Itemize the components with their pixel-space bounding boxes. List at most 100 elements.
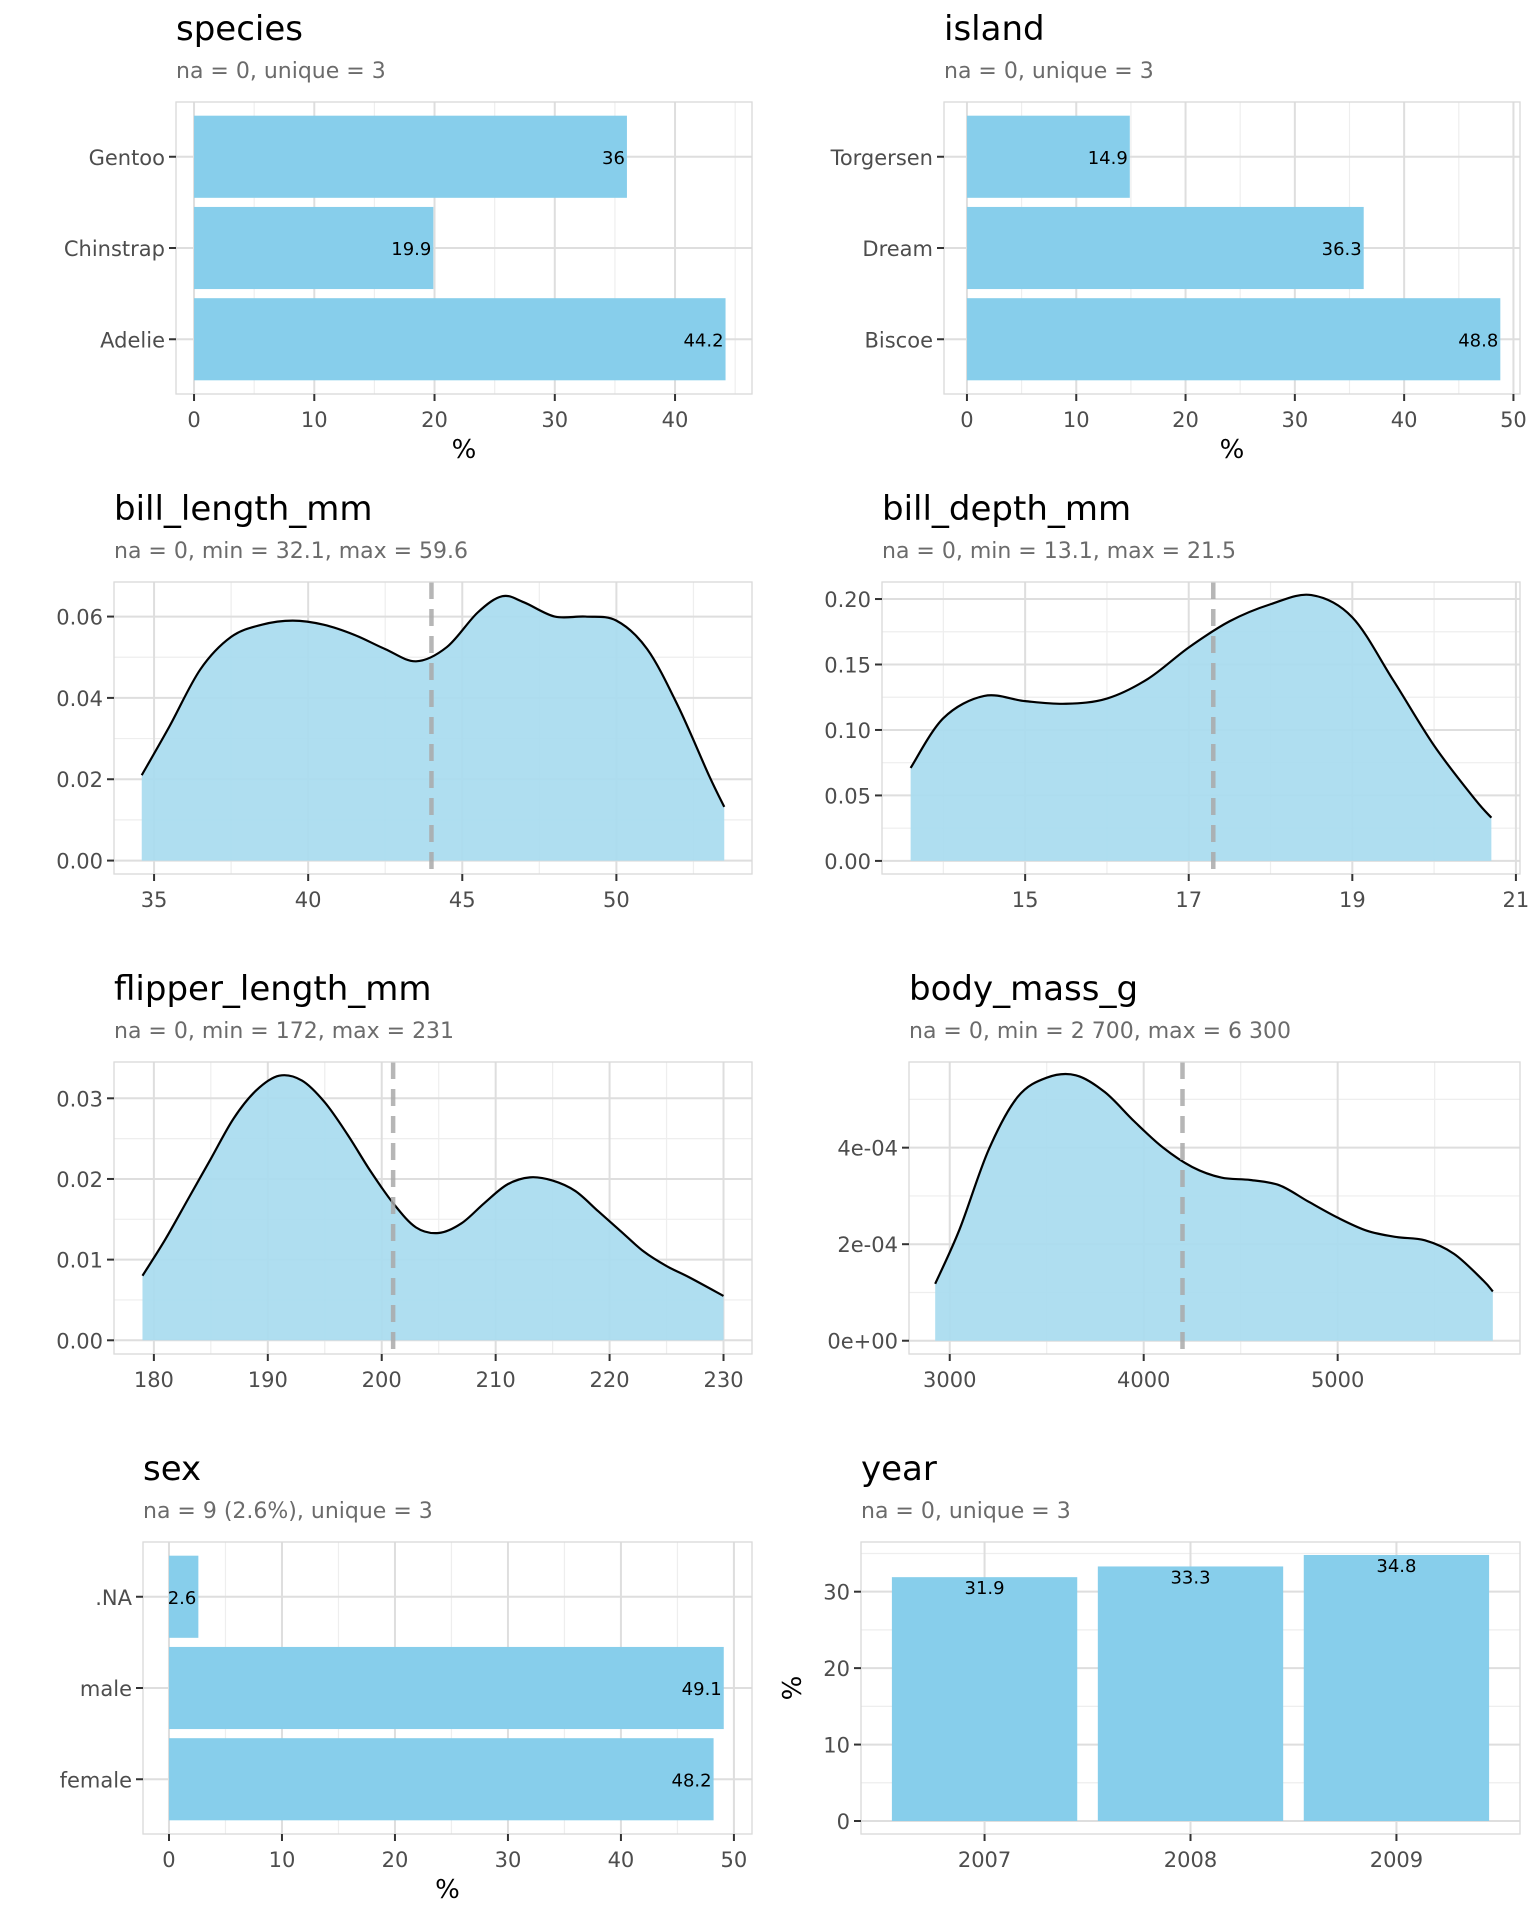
species-y-tick-label: Adelie <box>100 328 165 352</box>
species-x-axis-title: % <box>452 435 477 465</box>
sex-x-tick-label: 10 <box>269 1848 296 1872</box>
body-mass-panel-border <box>908 1061 1521 1355</box>
bill-depth-panel-border <box>881 581 1521 875</box>
year-y-axis-title: % <box>778 1676 808 1701</box>
bill-length-y-tick-label: 0.02 <box>56 768 103 792</box>
flipper-length-y-tick-label: 0.00 <box>56 1329 103 1353</box>
species-title: species <box>176 9 303 49</box>
sex-data-label: 49.1 <box>682 1679 722 1700</box>
species-x-tick-label: 30 <box>541 408 568 432</box>
species-x-tick-label: 10 <box>301 408 328 432</box>
bill-length-x-tick-label: 35 <box>141 888 168 912</box>
sex-y-tick-label: male <box>80 1677 132 1701</box>
bill-length-title: bill_length_mm <box>114 489 373 529</box>
flipper-length-y-tick-label: 0.03 <box>56 1087 103 1111</box>
flipper-length-x-tick-label: 200 <box>362 1368 402 1392</box>
year-bar-2009 <box>1303 1554 1490 1822</box>
flipper-length-panel: flipper_length_mm na = 0, min = 172, max… <box>0 960 768 1440</box>
bill-depth-density-area <box>910 594 1492 861</box>
island-panel: island na = 0, unique = 3 48.8 36.3 14.9 Bi… <box>768 0 1536 480</box>
species-bar-gentoo <box>194 115 627 198</box>
bill-length-panel: bill_length_mm na = 0, min = 32.1, max =… <box>0 480 768 960</box>
sex-x-tick-label: 50 <box>721 1848 748 1872</box>
sex-y-tick-label: female <box>60 1768 132 1792</box>
species-bar-adelie <box>194 298 726 381</box>
body-mass-y-tick-label: 4e-04 <box>837 1137 898 1161</box>
species-data-label: 44.2 <box>683 330 723 351</box>
island-data-label: 14.9 <box>1088 148 1128 169</box>
year-x-tick-label: 2009 <box>1370 1848 1423 1872</box>
flipper-length-density-chart: 0.00 0.01 0.02 0.03 180 190 200 210 220 230 <box>56 1061 753 1392</box>
bill-depth-subtitle: na = 0, min = 13.1, max = 21.5 <box>882 539 1237 564</box>
sex-x-tick-label: 0 <box>162 1848 175 1872</box>
flipper-length-x-tick-label: 220 <box>590 1368 630 1392</box>
flipper-length-y-tick-label: 0.02 <box>56 1168 103 1192</box>
species-bar-chinstrap <box>194 206 434 290</box>
bill-depth-y-tick-label: 0.20 <box>824 588 871 612</box>
species-y-tick-label: Gentoo <box>89 146 165 170</box>
sex-x-axis-title: % <box>435 1875 460 1905</box>
island-y-tick-label: Dream <box>862 237 933 261</box>
bill-length-density-chart: 0.00 0.02 0.04 0.06 35 40 45 50 <box>56 581 753 912</box>
body-mass-x-tick-label: 4000 <box>1117 1368 1170 1392</box>
bill-length-y-tick-label: 0.06 <box>56 606 103 630</box>
body-mass-density-line <box>934 1072 1494 1293</box>
body-mass-x-tick-label: 3000 <box>923 1368 976 1392</box>
bill-depth-y-tick-label: 0.00 <box>824 850 871 874</box>
species-x-tick-label: 40 <box>662 408 689 432</box>
island-data-label: 48.8 <box>1458 330 1498 351</box>
island-y-tick-label: Torgersen <box>830 146 933 170</box>
sex-panel: sex na = 9 (2.6%), unique = 3 48.2 49.1 2.… <box>0 1440 768 1920</box>
island-data-label: 36.3 <box>1322 239 1362 260</box>
bill-depth-y-tick-label: 0.10 <box>824 719 871 743</box>
island-x-tick-label: 40 <box>1391 408 1418 432</box>
sex-bar-chart: 48.2 49.1 2.6 female male .NA 0 10 20 30 40 50% <box>60 1541 753 1905</box>
bill-depth-x-tick-label: 17 <box>1175 888 1202 912</box>
flipper-length-x-tick-label: 190 <box>248 1368 288 1392</box>
sex-data-label: 48.2 <box>672 1770 712 1791</box>
island-x-tick-label: 50 <box>1500 408 1527 432</box>
year-data-label: 34.8 <box>1376 1556 1416 1577</box>
bill-depth-y-tick-label: 0.05 <box>824 784 871 808</box>
year-bar-2007 <box>891 1577 1078 1822</box>
year-data-label: 33.3 <box>1170 1567 1210 1588</box>
species-data-label: 36 <box>602 148 625 169</box>
sex-title: sex <box>143 1449 202 1489</box>
island-x-tick-label: 10 <box>1063 408 1090 432</box>
bill-depth-density-line <box>909 593 1493 819</box>
bill-length-x-tick-label: 40 <box>295 888 322 912</box>
island-bar-biscoe <box>966 298 1501 381</box>
year-title: year <box>861 1449 937 1489</box>
island-bar-torgersen <box>966 115 1130 198</box>
sex-bar-female <box>168 1738 714 1821</box>
sex-data-label: 2.6 <box>168 1588 197 1609</box>
year-y-tick-label: 10 <box>823 1734 850 1758</box>
flipper-length-panel-border <box>113 1061 753 1355</box>
bill-length-density-line <box>140 594 726 808</box>
flipper-length-x-tick-label: 230 <box>703 1368 743 1392</box>
bill-depth-x-tick-label: 19 <box>1339 888 1366 912</box>
body-mass-panel: body_mass_g na = 0, min = 2 700, max = 6… <box>768 960 1536 1440</box>
flipper-length-x-tick-label: 180 <box>134 1368 174 1392</box>
bill-length-subtitle: na = 0, min = 32.1, max = 59.6 <box>114 539 469 564</box>
island-bar-dream <box>966 206 1364 290</box>
sex-bar-male <box>168 1646 724 1730</box>
bill-length-x-tick-label: 50 <box>603 888 630 912</box>
bill-length-y-tick-label: 0.04 <box>56 687 103 711</box>
year-bar-chart: 31.9 33.3 34.8 0 10 20 30 2007 2008 2009% <box>778 1541 1521 1872</box>
island-title: island <box>944 9 1045 49</box>
island-subtitle: na = 0, unique = 3 <box>944 59 1154 84</box>
island-x-axis-title: % <box>1220 435 1245 465</box>
bill-depth-x-tick-label: 21 <box>1503 888 1530 912</box>
sex-x-tick-label: 40 <box>608 1848 635 1872</box>
flipper-length-title: flipper_length_mm <box>114 969 432 1009</box>
body-mass-density-chart: 0e+00 2e-04 4e-04 3000 4000 5000 <box>827 1061 1521 1392</box>
species-subtitle: na = 0, unique = 3 <box>176 59 386 84</box>
species-x-tick-label: 20 <box>421 408 448 432</box>
island-x-tick-label: 30 <box>1281 408 1308 432</box>
bill-depth-x-tick-label: 15 <box>1012 888 1039 912</box>
year-panel: year na = 0, unique = 3 31.9 33.3 34.8 0 10 2… <box>768 1440 1536 1920</box>
flipper-length-density-area <box>142 1075 724 1341</box>
year-x-tick-label: 2008 <box>1164 1848 1217 1872</box>
year-y-tick-label: 20 <box>823 1657 850 1681</box>
